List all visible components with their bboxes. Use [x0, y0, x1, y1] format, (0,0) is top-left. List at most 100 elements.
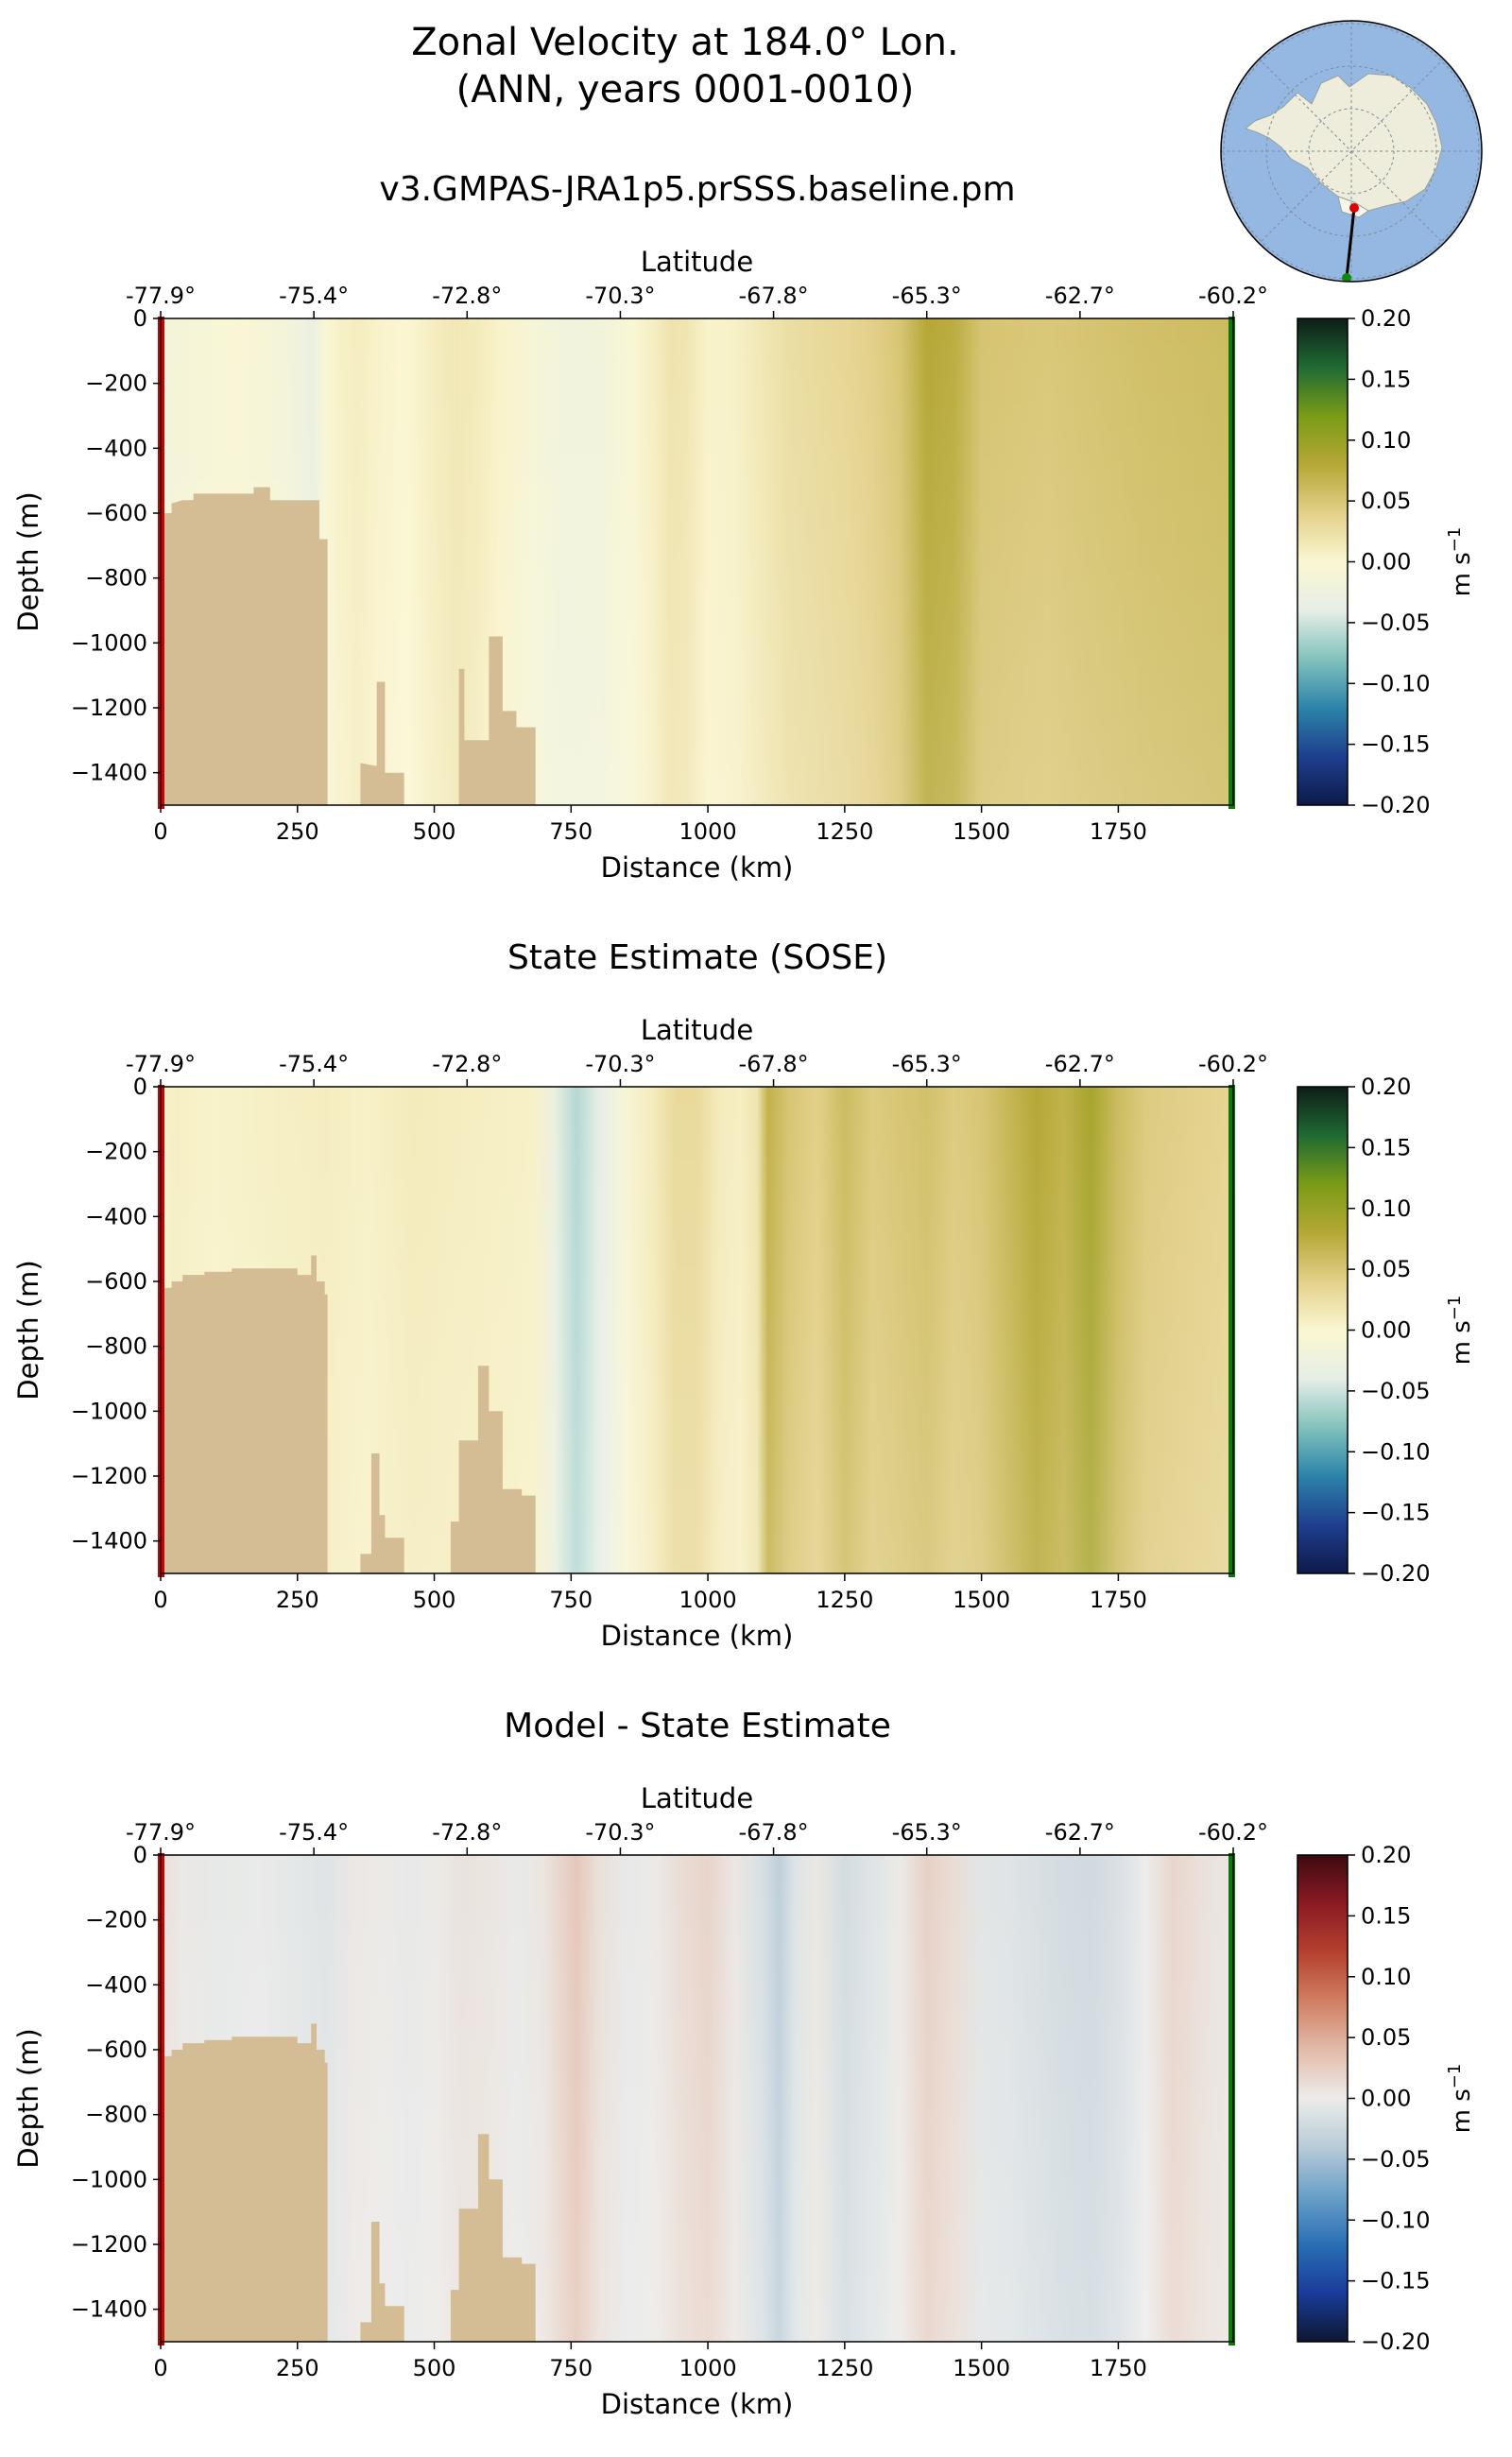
- colorbar-tick-label: 0.00: [1361, 1317, 1411, 1344]
- figure-title: Zonal Velocity at 184.0° Lon. (ANN, year…: [0, 19, 1370, 113]
- x-tick-label: 0: [153, 2355, 167, 2381]
- lat-tick-label: -67.8°: [739, 1051, 809, 1077]
- x-tick-label: 1250: [816, 2355, 873, 2381]
- lat-tick-label: -72.8°: [432, 1819, 502, 1846]
- plot-frame: [160, 1854, 1234, 2343]
- top-axis-label: Latitude: [641, 1782, 753, 1814]
- x-tick-label: 500: [413, 818, 456, 845]
- y-tick-label: −1400: [71, 2296, 147, 2323]
- x-tick-label: 0: [153, 1587, 167, 1613]
- x-tick-label: 1000: [679, 818, 737, 845]
- panel2-title: State Estimate (SOSE): [507, 938, 888, 977]
- y-tick-label: 0: [133, 305, 147, 332]
- colorbar-units-label: m s−1: [1445, 1296, 1476, 1366]
- y-tick-label: −1000: [71, 1398, 147, 1424]
- colorbar-units-label: m s−1: [1445, 2064, 1476, 2134]
- lat-tick-label: -65.3°: [892, 1051, 962, 1077]
- y-tick-label: −1200: [71, 695, 147, 721]
- lat-tick-label: -62.7°: [1045, 283, 1115, 309]
- y-tick-label: 0: [133, 1074, 147, 1100]
- y-tick-label: −400: [85, 1971, 147, 1998]
- colorbar-units-exponent: −1: [1445, 527, 1465, 553]
- colorbar-tick-label: 0.05: [1361, 488, 1411, 514]
- colorbar-tick-label: −0.15: [1361, 731, 1431, 758]
- bathymetry-land: [161, 487, 536, 805]
- velocity-field-shade: [161, 1087, 1233, 1573]
- x-tick-label: 1500: [953, 1587, 1010, 1613]
- x-tick-label: 1000: [679, 1587, 737, 1613]
- y-tick-label: −1200: [71, 1463, 147, 1489]
- map-antarctica: [1244, 73, 1443, 212]
- colorbar-tick-label: −0.10: [1361, 2207, 1431, 2233]
- colorbar-tick-label: 0.15: [1361, 1134, 1411, 1160]
- y-tick-label: −800: [85, 1333, 147, 1360]
- panel1-title: v3.GMPAS-JRA1p5.prSSS.baseline.pm: [379, 170, 1016, 209]
- y-tick-label: 0: [133, 1842, 147, 1868]
- lat-tick-label: -77.9°: [126, 283, 196, 309]
- y-tick-label: −600: [85, 500, 147, 526]
- x-tick-label: 1750: [1090, 818, 1147, 845]
- colorbar-tick-label: 0.00: [1361, 2086, 1411, 2112]
- colorbar-tick-label: 0.15: [1361, 366, 1411, 392]
- colorbar-tick-label: −0.10: [1361, 1438, 1431, 1465]
- colorbar-tick-label: 0.10: [1361, 427, 1411, 454]
- x-tick-label: 1500: [953, 2355, 1010, 2381]
- y-tick-label: −600: [85, 2036, 147, 2063]
- panel2-chart: 0 250 500 750 1000 1250 1500 1750 Distance (km) -…: [12, 1014, 1476, 1652]
- colorbar-tick-label: −0.10: [1361, 670, 1431, 696]
- panel3-chart: 0 250 500 750 1000 1250 1500 1750 Distance (km) -…: [12, 1782, 1476, 2420]
- colorbar: [1297, 1854, 1349, 2343]
- lat-tick-label: -60.2°: [1198, 1051, 1268, 1077]
- x-tick-label: 1750: [1090, 2355, 1147, 2381]
- lat-tick-label: -75.4°: [279, 1819, 349, 1846]
- colorbar-tick-label: −0.20: [1361, 1560, 1431, 1587]
- map-transect-line: [1345, 207, 1356, 279]
- lat-tick-label: -77.9°: [126, 1051, 196, 1077]
- y-axis-label: Depth (m): [12, 2028, 44, 2168]
- lat-tick-label: -62.7°: [1045, 1051, 1115, 1077]
- transect-end-marker: [1228, 1853, 1235, 2345]
- lat-tick-label: -72.8°: [432, 283, 502, 309]
- y-axis-label: Depth (m): [12, 491, 44, 631]
- y-tick-label: −1400: [71, 1528, 147, 1555]
- colorbar-units-exponent: −1: [1445, 1296, 1465, 1321]
- colorbar-tick-label: 0.10: [1361, 1195, 1411, 1222]
- colorbar-tick-label: 0.15: [1361, 1902, 1411, 1929]
- colorbar-tick-label: −0.05: [1361, 610, 1431, 636]
- figure-title-line1: Zonal Velocity at 184.0° Lon.: [411, 21, 959, 64]
- x-axis-label: Distance (km): [601, 851, 794, 884]
- x-tick-label: 750: [549, 818, 593, 845]
- lat-tick-label: -67.8°: [739, 1819, 809, 1846]
- panel3-title: Model - State Estimate: [504, 1707, 891, 1745]
- lat-tick-label: -75.4°: [279, 1051, 349, 1077]
- lat-tick-label: -70.3°: [585, 283, 655, 309]
- colorbar-tick-label: 0.05: [1361, 2024, 1411, 2051]
- velocity-field-shade: [161, 318, 1233, 805]
- colorbar: [1297, 318, 1349, 806]
- y-tick-label: −1000: [71, 629, 147, 656]
- colorbar-tick-label: −0.05: [1361, 2146, 1431, 2173]
- y-tick-label: −200: [85, 1907, 147, 1933]
- y-tick-label: −600: [85, 1268, 147, 1295]
- x-tick-label: 1250: [816, 818, 873, 845]
- transect-end-marker: [1228, 317, 1235, 809]
- colorbar-tick-label: 0.10: [1361, 1964, 1411, 1990]
- figure-title-line2: (ANN, years 0001-0010): [455, 68, 915, 112]
- colorbar-tick-label: 0.05: [1361, 1256, 1411, 1282]
- panel1-chart: 0 250 500 750 1000 1250 1500 1750 Distance (km) -…: [12, 246, 1476, 884]
- colorbar-tick-label: −0.15: [1361, 2268, 1431, 2294]
- colorbar-tick-label: 0.00: [1361, 549, 1411, 576]
- x-tick-label: 1250: [816, 1587, 873, 1613]
- x-tick-label: 250: [276, 2355, 319, 2381]
- bathymetry-land: [161, 1255, 536, 1573]
- y-tick-label: −800: [85, 565, 147, 592]
- x-tick-label: 1750: [1090, 1587, 1147, 1613]
- lat-tick-label: -72.8°: [432, 1051, 502, 1077]
- y-tick-label: −400: [85, 1203, 147, 1229]
- lat-tick-label: -65.3°: [892, 283, 962, 309]
- colorbar-tick-label: 0.20: [1361, 1074, 1411, 1100]
- colorbar-tick-label: 0.20: [1361, 1842, 1411, 1868]
- plot-frame: [160, 1086, 1234, 1574]
- y-tick-label: −400: [85, 435, 147, 461]
- lat-tick-label: -60.2°: [1198, 283, 1268, 309]
